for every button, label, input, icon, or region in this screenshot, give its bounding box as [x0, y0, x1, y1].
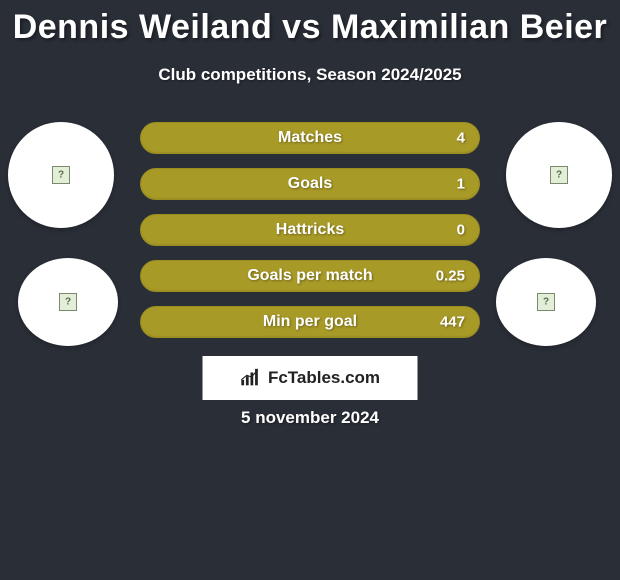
stat-label: Goals per match	[247, 267, 372, 285]
brand-text: FcTables.com	[268, 368, 380, 388]
barchart-icon	[240, 367, 262, 389]
stat-row-goals-per-match: Goals per match 0.25	[140, 260, 480, 292]
avatar-player1-top	[8, 122, 114, 228]
image-placeholder-icon	[52, 166, 70, 184]
stat-value: 1	[457, 176, 465, 193]
stat-value: 4	[457, 130, 465, 147]
image-placeholder-icon	[59, 293, 77, 311]
stat-row-goals: Goals 1	[140, 168, 480, 200]
stat-label: Goals	[288, 175, 332, 193]
stat-row-matches: Matches 4	[140, 122, 480, 154]
stat-value: 0.25	[436, 268, 465, 285]
stat-row-min-per-goal: Min per goal 447	[140, 306, 480, 338]
avatar-player2-top	[506, 122, 612, 228]
avatar-player1-bottom	[18, 258, 118, 346]
vs-label: vs	[282, 8, 321, 46]
player1-name: Dennis Weiland	[13, 8, 273, 46]
avatars-right	[506, 122, 612, 346]
stat-label: Hattricks	[276, 221, 344, 239]
stat-label: Min per goal	[263, 313, 357, 331]
stat-value: 447	[440, 314, 465, 331]
image-placeholder-icon	[537, 293, 555, 311]
stat-label: Matches	[278, 129, 342, 147]
avatars-left	[8, 122, 118, 346]
stat-row-hattricks: Hattricks 0	[140, 214, 480, 246]
player2-name: Maximilian Beier	[331, 8, 607, 46]
stats-panel: Matches 4 Goals 1 Hattricks 0 Goals per …	[140, 122, 480, 352]
stat-value: 0	[457, 222, 465, 239]
subtitle: Club competitions, Season 2024/2025	[0, 65, 620, 85]
footer-date: 5 november 2024	[241, 408, 379, 428]
image-placeholder-icon	[550, 166, 568, 184]
page-title: Dennis Weiland vs Maximilian Beier	[0, 0, 620, 47]
brand-attribution: FcTables.com	[203, 356, 418, 400]
avatar-player2-bottom	[496, 258, 596, 346]
